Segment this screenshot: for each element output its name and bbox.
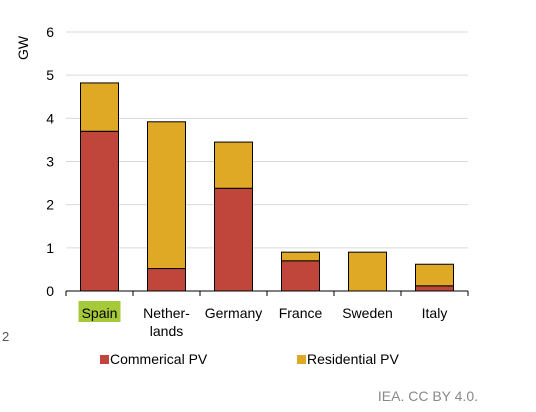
bar-commercial <box>281 260 320 292</box>
bar-residential <box>415 263 454 287</box>
x-tick-label: Sweden <box>342 305 393 321</box>
bar-residential <box>348 251 387 292</box>
credit-text: IEA. CC BY 4.0. <box>378 388 478 404</box>
x-tick-label: France <box>279 305 323 321</box>
y-tick-labels: 0 1 2 3 4 5 6 <box>46 24 54 299</box>
x-tick-label: Germany <box>205 305 263 321</box>
y-tick-label: 5 <box>46 67 54 83</box>
x-tick-label: Italy <box>422 305 448 321</box>
legend: Commerical PV Residential PV <box>100 351 399 367</box>
bar-commercial <box>415 285 454 292</box>
category-highlight <box>78 301 121 322</box>
legend-label: Residential PV <box>307 351 399 367</box>
y-tick-label: 6 <box>46 24 54 40</box>
bar-residential <box>80 82 119 132</box>
bar-commercial <box>147 268 186 292</box>
bar-commercial <box>214 187 253 292</box>
legend-swatch-commercial <box>100 355 109 364</box>
y-tick-label: 4 <box>46 110 54 126</box>
bar-commercial <box>80 130 119 292</box>
axes <box>65 290 469 296</box>
x-tick-label: Nether- <box>143 305 190 321</box>
bars <box>80 82 454 292</box>
y-tick-label: 0 <box>46 283 54 299</box>
stray-number: 2 <box>2 329 9 344</box>
y-tick-label: 1 <box>46 240 54 256</box>
bar-residential <box>281 251 320 262</box>
y-axis-label: GW <box>15 35 31 60</box>
gridlines <box>66 31 468 249</box>
legend-swatch-residential <box>297 355 306 364</box>
y-tick-label: 3 <box>46 154 54 170</box>
bar-residential <box>214 141 253 189</box>
x-tick-label: lands <box>150 323 183 339</box>
x-tick-labels: Spain Nether-lands Germany France Sweden Ital… <box>78 301 448 339</box>
bar-residential <box>147 121 186 270</box>
x-tick-label: Spain <box>82 305 118 321</box>
legend-label: Commerical PV <box>110 351 208 367</box>
y-tick-label: 2 <box>46 197 54 213</box>
